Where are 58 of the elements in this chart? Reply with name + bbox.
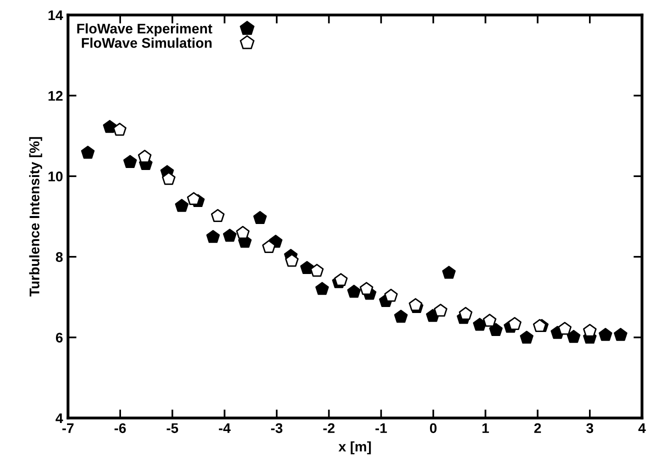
x-tick-label: -6 (114, 423, 126, 434)
point (138, 150, 152, 163)
y-tick-label: 6 (56, 332, 63, 343)
point (442, 266, 456, 279)
x-tick-label: 2 (534, 423, 541, 433)
x-tick-label: -5 (166, 423, 178, 434)
point (520, 330, 534, 344)
y-tick-label: 8 (56, 252, 63, 262)
point (566, 330, 580, 343)
x-axis-title: x [m] (338, 441, 371, 454)
x-tick-label: -2 (323, 423, 335, 433)
point (112, 122, 126, 136)
point (384, 288, 398, 302)
x-tick-label: -4 (218, 423, 231, 433)
point (532, 319, 547, 332)
point (162, 172, 176, 185)
y-tick-label: 10 (48, 172, 63, 182)
point (81, 146, 95, 159)
point (394, 310, 408, 323)
y-tick-label: 14 (48, 10, 64, 20)
point (222, 228, 237, 242)
y-tick-label: 4 (56, 413, 64, 424)
y-tick-label: 12 (48, 90, 63, 101)
point (300, 260, 314, 274)
x-tick-label: -1 (375, 423, 387, 433)
point (186, 192, 201, 206)
point (347, 284, 361, 298)
point (360, 282, 374, 295)
x-tick-label: 1 (482, 423, 489, 433)
legend-label: FloWave Simulation (82, 38, 212, 48)
x-tick-label: -7 (62, 423, 74, 433)
point (285, 254, 299, 267)
point (236, 226, 250, 239)
point (558, 322, 572, 335)
point (262, 240, 276, 253)
point (489, 323, 503, 336)
point (583, 324, 597, 337)
point (102, 120, 117, 133)
x-tick-label: 0 (430, 423, 437, 434)
point (458, 306, 472, 320)
x-tick-label: 4 (638, 423, 646, 433)
point (614, 328, 628, 341)
point (508, 317, 522, 330)
x-tick-label: 3 (586, 423, 594, 434)
point (315, 282, 329, 295)
legend-label: FloWave Experiment (77, 23, 212, 36)
point (434, 304, 448, 317)
point (253, 211, 267, 224)
point (310, 264, 324, 277)
x-tick-label: -3 (271, 423, 282, 434)
point (472, 318, 486, 331)
point (123, 154, 137, 168)
y-axis-title: Turbulence Intensity [%] (29, 137, 42, 296)
point (174, 198, 189, 212)
point (482, 314, 496, 327)
point (206, 230, 220, 243)
point (598, 328, 612, 341)
point (210, 209, 225, 222)
